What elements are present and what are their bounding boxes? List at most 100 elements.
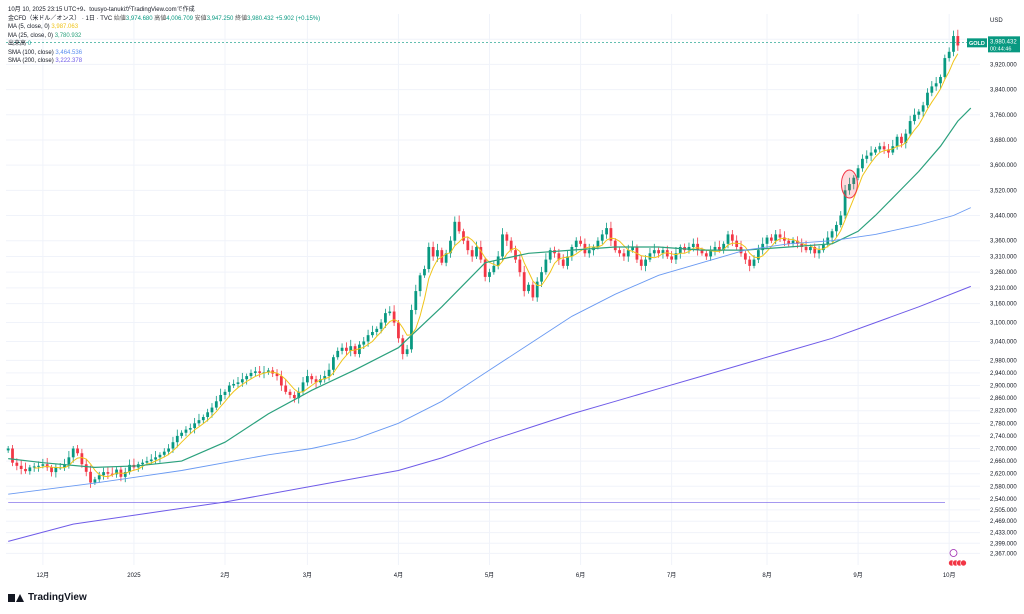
indicator-sma200[interactable]: SMA (200, close) 3,222.378 [8, 57, 320, 66]
y-axis-label: 3,600.000 [990, 163, 1017, 169]
candle-body [63, 464, 66, 468]
candle-body [735, 240, 739, 247]
x-axis-label: 3月 [303, 572, 312, 579]
indicator-value: 3,987.063 [51, 24, 79, 30]
candle-body [167, 448, 171, 452]
chart-legend: 10月 10, 2025 23:15 UTC+9、tousyo-tanukiがT… [8, 6, 320, 66]
candle-body [756, 250, 760, 260]
candle-body [661, 250, 665, 254]
candle-body [809, 246, 812, 251]
candle-body [535, 281, 539, 298]
ma5-line [34, 53, 959, 478]
candle-body [297, 391, 301, 399]
candle-body [600, 234, 604, 241]
brand-name: TradingView [28, 592, 87, 603]
candle-body [253, 371, 257, 373]
candle-body [908, 121, 912, 134]
y-axis-label: 2,433.000 [990, 531, 1017, 537]
candle-body [197, 420, 201, 424]
candle-body [557, 253, 561, 260]
candle-body [782, 237, 786, 241]
indicator-volume[interactable]: 出来高 0 [8, 40, 320, 49]
candle-body [631, 246, 634, 251]
candle-body [531, 284, 535, 298]
candle-body [405, 349, 409, 355]
candle-body [579, 240, 582, 244]
candle-body [431, 246, 435, 257]
candle-body [496, 256, 500, 266]
open-label: 始値 [113, 15, 126, 22]
candle-body [488, 272, 491, 277]
candle-body [466, 240, 470, 251]
symbol-tag [967, 38, 987, 48]
candle-body [154, 457, 157, 460]
candle-body [158, 454, 162, 458]
candle-body [24, 468, 27, 472]
low-label: 安値 [194, 15, 207, 22]
y-axis-label: 3,100.000 [990, 321, 1017, 327]
candle-body [332, 357, 335, 370]
candle-body [379, 322, 383, 329]
candle-body [900, 136, 903, 144]
candle-body [193, 423, 197, 429]
sma200-line [8, 285, 971, 542]
y-axis-label: 3,520.000 [990, 188, 1017, 194]
y-axis-label: 2,399.000 [990, 541, 1017, 547]
candle-body [566, 256, 569, 266]
indicator-ma25[interactable]: MA (25, close, 0) 3,780.932 [8, 32, 320, 41]
tradingview-logo-icon [8, 593, 24, 603]
candle-body [180, 432, 184, 436]
candle-body [839, 215, 843, 225]
candle-body [275, 373, 279, 377]
y-axis-label: 3,310.000 [990, 254, 1017, 260]
candle-body [310, 376, 314, 380]
y-axis-label: 2,980.000 [990, 358, 1017, 364]
candle-body [544, 259, 548, 273]
y-axis-label: 2,740.000 [990, 434, 1017, 440]
candle-body [392, 311, 396, 323]
ma25-line [8, 107, 972, 469]
y-axis-label: 2,540.000 [990, 497, 1017, 503]
x-axis-label: 5月 [485, 572, 494, 579]
candle-body [141, 462, 144, 465]
candle-body [318, 379, 322, 383]
candle-body [223, 391, 227, 395]
indicator-ma5[interactable]: MA (5, close, 0) 3,987.063 [8, 23, 320, 32]
candle-body [934, 83, 938, 87]
candle-body [240, 379, 244, 383]
price-tag-value: 3,980.432 [990, 39, 1017, 45]
candle-body [804, 246, 808, 251]
candle-body [279, 376, 283, 386]
indicator-label: 出来高 [8, 41, 27, 47]
candle-body [722, 243, 726, 251]
candle-body [835, 224, 838, 232]
tradingview-footer[interactable]: TradingView [8, 592, 87, 603]
candle-body [952, 36, 955, 52]
y-axis-label: 2,580.000 [990, 484, 1017, 490]
candle-body [691, 243, 695, 247]
candle-body [730, 234, 734, 241]
y-axis-label: 2,780.000 [990, 421, 1017, 427]
indicator-value: 3,780.932 [54, 32, 82, 39]
indicator-value: 3,464.536 [55, 49, 83, 56]
candle-body [622, 253, 626, 257]
candle-body [713, 246, 717, 251]
candle-body [882, 146, 886, 150]
candle-body [878, 146, 882, 150]
candle-body [219, 394, 223, 402]
high-value: 4,006.709 [166, 15, 193, 22]
y-axis-label: 2,367.000 [990, 551, 1017, 557]
candle-body [106, 472, 110, 474]
indicator-sma100[interactable]: SMA (100, close) 3,464.536 [8, 49, 320, 58]
candle-body [175, 435, 179, 443]
candle-body [15, 462, 19, 466]
price-tag [988, 36, 1020, 53]
candle-body [891, 146, 895, 153]
y-axis-label: 2,820.000 [990, 409, 1017, 415]
candle-body [479, 246, 483, 260]
candle-body [162, 451, 166, 455]
price-tag-countdown: 00:44:46 [990, 46, 1011, 52]
x-axis-label: 6月 [576, 572, 585, 579]
candle-body [292, 394, 296, 399]
